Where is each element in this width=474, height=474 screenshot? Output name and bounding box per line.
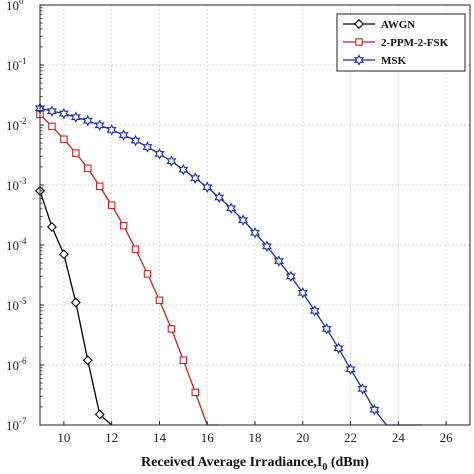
data-point [297, 286, 308, 299]
data-point [179, 356, 188, 364]
data-point [202, 181, 213, 193]
y-tick-label: 10-6 [6, 356, 27, 373]
x-tick-label: 24 [392, 430, 406, 445]
y-tick-label: 10-4 [6, 236, 27, 253]
data-point [106, 124, 117, 136]
x-axis-label: Received Average Irradiance,I [141, 455, 322, 470]
data-point [84, 164, 92, 173]
data-point [345, 363, 356, 376]
data-point [190, 172, 201, 184]
data-point [369, 403, 380, 416]
data-point [70, 297, 81, 308]
y-tick-label: 100 [6, 0, 24, 13]
data-point [273, 255, 284, 267]
legend-entry: AWGN [343, 19, 415, 31]
y-tick-label: 10-5 [6, 296, 27, 313]
series-3 [34, 102, 423, 426]
y-tick-label: 10-2 [6, 116, 27, 133]
data-point [46, 221, 57, 232]
x-tick-label: 16 [201, 430, 215, 445]
data-point [249, 226, 261, 239]
data-point [48, 122, 56, 131]
data-point [309, 305, 320, 317]
x-axis-title: Received Average Irradiance,I0 (dBm) [141, 455, 369, 473]
data-point [94, 119, 105, 132]
data-point [167, 325, 176, 333]
y-tick-label: 10-3 [6, 176, 27, 193]
legend: AWGN 2-PPM-2-FSK MSK [336, 13, 466, 72]
data-point [94, 409, 105, 420]
legend-label: 2-PPM-2-FSK [381, 37, 449, 49]
data-point [118, 129, 129, 141]
data-point [238, 214, 249, 226]
x-axis-label-sub: 0 [322, 462, 327, 473]
data-point [143, 270, 152, 278]
data-point [333, 342, 344, 355]
data-point [82, 114, 93, 127]
data-point [226, 202, 237, 215]
data-point [119, 221, 128, 230]
data-point [261, 240, 272, 253]
data-point [142, 141, 153, 153]
data-point [178, 163, 189, 176]
x-tick-label: 22 [344, 430, 357, 445]
y-tick-label: 10-7 [6, 416, 27, 433]
ticks-layer: 10 12 14 16 18 20 22 24 26 100 10-1 10-2 10-3 10-4 10-… [6, 0, 453, 445]
series-1 [35, 185, 113, 426]
data-point [130, 134, 141, 147]
data-point [95, 182, 104, 191]
series-2 [36, 110, 220, 426]
data-point [82, 355, 93, 366]
data-point [131, 245, 140, 253]
x-tick-label: 10 [57, 430, 70, 445]
data-point [285, 270, 296, 283]
data-point [154, 148, 165, 160]
data-point [58, 107, 69, 120]
data-point [107, 201, 116, 209]
data-point [357, 383, 368, 395]
x-tick-label: 26 [440, 430, 454, 445]
legend-entry: MSK [343, 54, 407, 67]
legend-label: AWGN [381, 19, 415, 31]
x-tick-label: 18 [249, 430, 262, 445]
data-point [60, 135, 68, 143]
x-tick-label: 14 [153, 430, 167, 445]
x-tick-label: 20 [296, 430, 309, 445]
legend-label: MSK [381, 55, 407, 67]
data-point [155, 296, 164, 304]
legend-entry: 2-PPM-2-FSK [343, 37, 449, 49]
series-line [39, 107, 423, 426]
x-axis-label-unit: (dBm) [327, 455, 369, 470]
data-point [72, 149, 80, 157]
legend-marker [353, 54, 365, 66]
series-layer [34, 102, 423, 426]
data-point [191, 388, 200, 397]
legend-marker [355, 38, 363, 46]
legend-marker [354, 19, 364, 29]
data-point [166, 155, 177, 167]
data-point [58, 249, 69, 260]
data-point [214, 191, 225, 204]
data-point [70, 111, 81, 123]
data-point [46, 105, 57, 117]
x-tick-label: 12 [105, 430, 118, 445]
series-line [39, 113, 220, 426]
y-tick-label: 10-1 [6, 56, 27, 73]
data-point [321, 323, 332, 335]
